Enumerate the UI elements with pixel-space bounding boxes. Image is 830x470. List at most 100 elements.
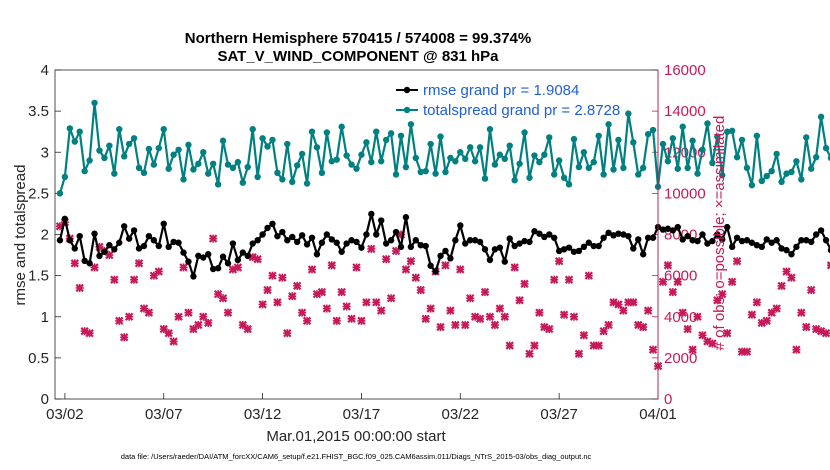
obs-count-marker — [732, 257, 742, 266]
y-axis-right-label: # of obs: o=possible; ×=assimilated — [711, 116, 728, 351]
obs-count-marker — [797, 308, 806, 317]
obs-count-marker — [322, 304, 332, 313]
totalspread-point — [620, 164, 627, 172]
totalspread-point — [723, 128, 731, 135]
rmse-point — [758, 243, 765, 251]
obs-count-marker — [718, 289, 727, 299]
totalspread-point — [209, 160, 217, 167]
totalspread-point — [323, 129, 331, 136]
x-tick-label: 03/27 — [540, 406, 578, 423]
totalspread-point — [61, 173, 69, 181]
totalspread-point — [580, 149, 588, 156]
chart-title-line1: Northern Hemisphere 570415 / 574008 = 99… — [185, 30, 531, 47]
totalspread-point — [783, 170, 790, 177]
rmse-point — [669, 227, 677, 234]
obs-count-marker — [673, 277, 682, 286]
rmse-point — [239, 249, 247, 256]
totalspread-point — [358, 151, 365, 158]
rmse-point — [219, 253, 227, 260]
totalspread-point — [200, 149, 207, 156]
obs-count-marker — [263, 285, 272, 295]
totalspread-point — [417, 168, 424, 176]
obs-count-marker — [772, 304, 781, 313]
obs-count-marker — [233, 263, 243, 272]
rmse-point — [259, 231, 266, 238]
totalspread-point — [338, 123, 345, 130]
rmse-point — [511, 242, 518, 250]
totalspread-point — [289, 178, 296, 186]
totalspread-point — [382, 136, 390, 144]
rmse-point — [714, 231, 721, 238]
rmse-point — [373, 231, 380, 238]
rmse-point — [600, 234, 607, 241]
rmse-point — [585, 239, 593, 246]
obs-count-marker — [658, 277, 668, 286]
obs-count-marker — [411, 273, 420, 282]
left-tick-label: 0 — [41, 391, 49, 408]
totalspread-point — [511, 177, 518, 184]
rmse-point — [214, 265, 222, 272]
x-tick-label: 03/02 — [46, 406, 84, 423]
obs-count-marker — [204, 318, 213, 328]
rmse-point — [610, 232, 617, 239]
obs-count-marker — [638, 322, 648, 332]
obs-count-marker — [747, 310, 757, 319]
totalspread-point — [269, 136, 276, 144]
totalspread-point — [674, 165, 681, 172]
totalspread-point — [615, 136, 622, 144]
totalspread-point — [205, 170, 212, 177]
rmse-point — [481, 246, 489, 253]
rmse-point — [209, 265, 217, 273]
obs-count-marker — [357, 316, 366, 326]
totalspread-point — [555, 157, 563, 164]
rmse-point — [827, 247, 830, 254]
totalspread-point — [644, 130, 652, 138]
obs-count-marker — [723, 329, 732, 338]
totalspread-point — [551, 171, 558, 178]
right-tick-label: 14000 — [664, 103, 706, 120]
rmse-point — [313, 251, 321, 258]
totalspread-series — [56, 99, 830, 197]
obs-count-marker — [826, 261, 830, 270]
obs-count-marker — [144, 308, 154, 317]
left-tick-label: 2 — [41, 227, 49, 244]
totalspread-point — [125, 140, 133, 148]
totalspread-point — [116, 126, 123, 133]
totalspread-point — [635, 171, 642, 178]
obs-count-marker — [184, 308, 193, 317]
totalspread-point — [639, 164, 647, 172]
obs-count-marker — [688, 345, 697, 354]
totalspread-point — [437, 133, 444, 140]
totalspread-point — [239, 179, 247, 186]
rmse-point — [130, 227, 138, 234]
rmse-point — [452, 237, 459, 244]
rmse-point — [205, 251, 212, 258]
obs-count-marker — [416, 285, 425, 295]
totalspread-point — [303, 180, 311, 187]
obs-count-marker — [742, 347, 752, 356]
obs-count-marker — [179, 263, 188, 272]
totalspread-point — [373, 128, 380, 135]
rmse-point — [135, 245, 143, 252]
rmse-point — [560, 246, 568, 253]
legend: rmse grand pr = 1.9084 totalspread grand… — [396, 82, 620, 119]
obs-count-marker — [273, 298, 282, 307]
totalspread-point — [462, 155, 469, 163]
rmse-point — [86, 260, 93, 267]
totalspread-point — [145, 145, 153, 153]
totalspread-point — [486, 126, 494, 133]
left-tick-label: 0.5 — [28, 350, 49, 367]
rmse-point — [150, 237, 158, 244]
obs-count-marker — [401, 265, 411, 274]
obs-count-marker — [663, 261, 673, 270]
rmse-point — [382, 240, 390, 247]
totalspread-point — [378, 158, 385, 165]
rmse-point — [71, 245, 78, 252]
totalspread-point — [827, 154, 830, 162]
totalspread-point — [150, 161, 158, 168]
legend-spread-label: totalspread grand pr = 2.8728 — [423, 102, 620, 119]
obs-count-marker — [386, 294, 396, 303]
rmse-point — [521, 237, 528, 245]
rmse-point — [120, 223, 128, 230]
